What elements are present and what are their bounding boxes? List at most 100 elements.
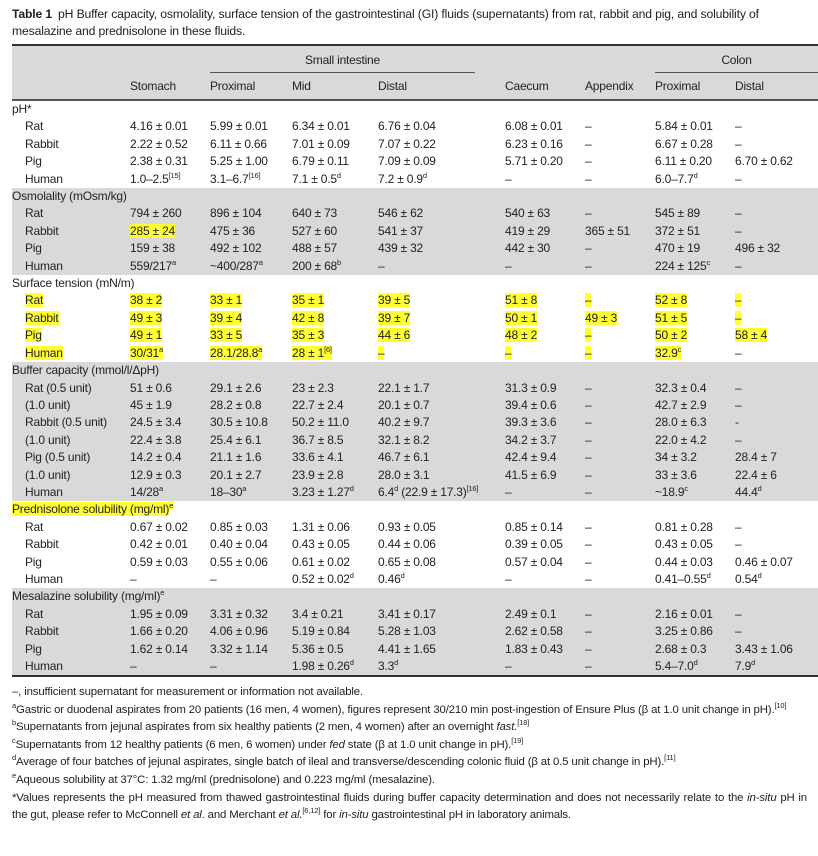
row-label: Human <box>12 258 130 275</box>
cell-value: 442 ± 30 <box>505 241 551 256</box>
footnote-segment: [11] <box>664 753 676 763</box>
table-cell: – <box>130 658 210 676</box>
cell-value-group: 6.0–7.7d <box>655 170 698 186</box>
cell-value: 22.0 ± 4.2 <box>655 432 707 447</box>
table-cell: 2.68 ± 0.3 <box>655 641 735 658</box>
cell-value: 20.1 ± 0.7 <box>378 397 430 412</box>
footnote: eAqueous solubility at 37°C: 1.32 mg/ml … <box>12 772 807 790</box>
cell-value-group: 35 ± 3 <box>292 328 324 343</box>
cell-value-group: – <box>585 328 592 343</box>
row-label: Rat <box>12 205 130 222</box>
cell-value: 24.5 ± 3.4 <box>130 415 182 430</box>
cell-value: 794 ± 260 <box>130 206 182 221</box>
table-cell: 22.4 ± 6 <box>735 467 818 484</box>
row-label-text: Pig <box>25 154 42 169</box>
table-row: Human – –0.52 ± 0.02d 0.46d – –0.41–0.55d 0.54… <box>12 571 818 588</box>
cell-value: 22.7 ± 2.4 <box>292 397 344 412</box>
footnote-mark: b <box>337 257 342 267</box>
cell-value: 3.43 ± 1.06 <box>735 641 793 656</box>
cell-value: 51 ± 5 <box>655 310 688 325</box>
cell-value: 6.08 ± 0.01 <box>505 119 563 134</box>
section-title-text: Osmolality (mOsm/kg) <box>12 189 127 204</box>
cell-value: – <box>585 415 592 430</box>
table-cell: ~400/287a <box>210 258 292 275</box>
row-label-text: (1.0 unit) <box>25 397 71 412</box>
cell-value-group: – <box>585 293 592 308</box>
table-cell: – <box>735 536 818 553</box>
table-cell: 6.79 ± 0.11 <box>292 153 378 170</box>
cell-value: 6.0–7.7 <box>655 171 694 186</box>
cell-value: 640 ± 73 <box>292 206 338 221</box>
cell-value: – <box>585 659 592 673</box>
cell-value: 42.4 ± 9.4 <box>505 450 557 465</box>
cell-value: – <box>735 397 742 412</box>
table-row: Pig (0.5 unit) 14.2 ± 0.4 21.1 ± 1.6 33.6 ±… <box>12 449 818 466</box>
cell-value: 3.1–6.7 <box>210 171 249 186</box>
footnote-mark: e <box>160 588 165 598</box>
cell-value: 40.2 ± 9.7 <box>378 415 430 430</box>
cell-value: 25.4 ± 6.1 <box>210 432 262 447</box>
table-cell: 0.67 ± 0.02 <box>130 519 210 536</box>
footnotes: –, insufficient supernatant for measurem… <box>12 684 807 825</box>
cell-value-group: 44.4d <box>735 485 762 499</box>
column-header: Caecum <box>505 79 549 93</box>
cell-value: 2.22 ± 0.52 <box>130 136 188 151</box>
cell-value-group: 39 ± 4 <box>210 310 242 325</box>
cell-value: 5.4–7.0 <box>655 659 694 673</box>
table-cell: 0.39 ± 0.05 <box>505 536 585 553</box>
table-cell: – <box>585 118 655 135</box>
table-cell: 0.42 ± 0.01 <box>130 536 210 553</box>
footnote-mark: c <box>706 257 711 267</box>
table-row: Rabbit 49 ± 3 39 ± 4 42 ± 8 39 ± 7 50 ± 1 49 ±… <box>12 310 818 327</box>
table-row: Human 559/217a ~400/287a 200 ± 68b – – –224 ± … <box>12 258 818 275</box>
cell-value-group: 224 ± 125c <box>655 257 711 272</box>
cell-value: – <box>735 171 742 186</box>
footnote: dAverage of four batches of jejunal aspi… <box>12 754 807 772</box>
section-title-text: Mesalazine solubility (mg/ml) <box>12 589 161 604</box>
cell-value: – <box>210 571 217 586</box>
table-cell: 0.65 ± 0.08 <box>378 554 505 571</box>
table-cell: 22.4 ± 3.8 <box>130 432 210 449</box>
table-cell: – <box>585 519 655 536</box>
footnote-mark: d <box>394 658 399 667</box>
table-cell: – <box>735 292 818 309</box>
table-cell: 545 ± 89 <box>655 205 735 222</box>
footnote-segment: b <box>12 718 17 728</box>
cell-value: 5.84 ± 0.01 <box>655 119 713 134</box>
cell-value: 365 ± 51 <box>585 223 631 238</box>
table-cell: – <box>585 641 655 658</box>
table-cell: – <box>585 171 655 188</box>
footnote-segment: a <box>12 700 17 710</box>
row-label-text: Rabbit <box>25 624 59 639</box>
cell-value: 6.76 ± 0.04 <box>378 119 436 134</box>
table-cell: 33 ± 1 <box>210 292 292 309</box>
cell-value-group: 3.1–6.7[16] <box>210 171 261 186</box>
section-ph: pH* Rat 4.16 ± 0.01 5.99 ± 0.01 6.34 ± 0.01 6… <box>12 100 818 188</box>
footnote-mark: a <box>242 483 247 493</box>
cell-value: 22.4 ± 3.8 <box>130 432 182 447</box>
table-cell: 39.4 ± 0.6 <box>505 397 585 414</box>
footnote-segment: c <box>12 735 16 745</box>
footnote-segment: et al. <box>278 809 303 822</box>
table-cell: 159 ± 38 <box>130 240 210 257</box>
table-cell: 3.1–6.7[16] <box>210 171 292 188</box>
cell-value: 32.9 <box>655 345 678 360</box>
footnote: *Values represents the pH measured from … <box>12 790 807 825</box>
table-cell: – <box>585 292 655 309</box>
table-row: Human 14/28a 18–30a 3.23 ± 1.27d 6.4d (22.9 … <box>12 484 818 501</box>
reference-mark: [16] <box>466 483 479 493</box>
section-title-text: Prednisolone solubility (mg/ml) <box>12 502 170 517</box>
cell-value: 32.3 ± 0.4 <box>655 380 707 395</box>
cell-value: – <box>505 484 512 499</box>
cell-value: 5.28 ± 1.03 <box>378 624 436 639</box>
cell-value: 0.42 ± 0.01 <box>130 537 188 552</box>
footnote-segment: [10] <box>774 700 787 710</box>
cell-value: 2.62 ± 0.58 <box>505 624 563 639</box>
cell-value: – <box>735 206 742 221</box>
cell-value: 46.7 ± 6.1 <box>378 450 430 465</box>
cell-value: 0.85 ± 0.03 <box>210 519 268 534</box>
cell-value: 51 ± 8 <box>505 293 538 308</box>
footnote-mark: d <box>693 170 698 180</box>
table-cell: 372 ± 51 <box>655 223 735 240</box>
cell-value: 6.70 ± 0.62 <box>735 154 793 169</box>
